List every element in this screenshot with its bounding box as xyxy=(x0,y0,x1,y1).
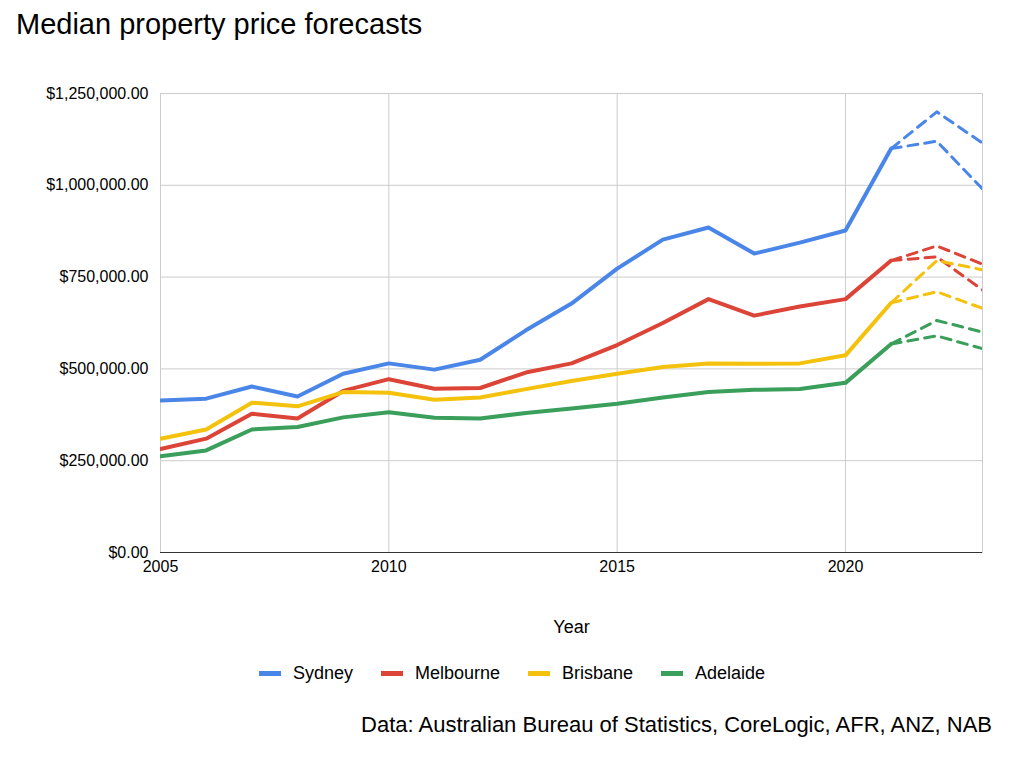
svg-text:2010: 2010 xyxy=(371,558,407,575)
svg-text:$500,000.00: $500,000.00 xyxy=(60,360,149,377)
html-text:Data: Australian Bureau of Sta: Data: Australian Bureau of Statistics, C… xyxy=(361,712,992,737)
html-text:Adelaide: Adelaide xyxy=(695,663,766,683)
svg-text:Year: Year xyxy=(553,617,589,637)
svg-text:$750,000.00: $750,000.00 xyxy=(60,268,149,285)
svg-text:2015: 2015 xyxy=(599,558,635,575)
svg-text:$0.00: $0.00 xyxy=(108,543,149,561)
html-text:Melbourne: Melbourne xyxy=(414,663,500,683)
html-text:Median property price forecast: Median property price forecasts xyxy=(16,8,423,40)
svg-text:2005: 2005 xyxy=(143,558,179,575)
html-text:Brisbane: Brisbane xyxy=(562,663,633,683)
svg-text:2020: 2020 xyxy=(828,558,864,575)
html-text:Sydney: Sydney xyxy=(292,663,353,683)
svg-text:$1,000,000.00: $1,000,000.00 xyxy=(46,176,148,193)
svg-text:$250,000.00: $250,000.00 xyxy=(60,452,149,469)
svg-text:$1,250,000.00: $1,250,000.00 xyxy=(46,85,148,102)
